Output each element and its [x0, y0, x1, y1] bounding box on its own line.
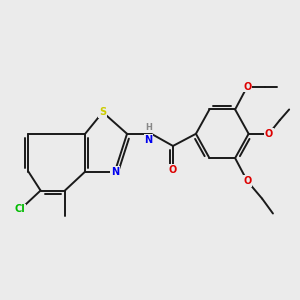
Text: S: S: [99, 107, 106, 117]
Text: O: O: [243, 82, 251, 92]
Text: N: N: [145, 135, 153, 145]
Text: N: N: [111, 167, 119, 177]
Text: Cl: Cl: [15, 204, 26, 214]
Text: H: H: [145, 123, 152, 132]
Text: O: O: [169, 165, 177, 175]
Text: O: O: [265, 129, 273, 139]
Text: O: O: [243, 176, 251, 186]
